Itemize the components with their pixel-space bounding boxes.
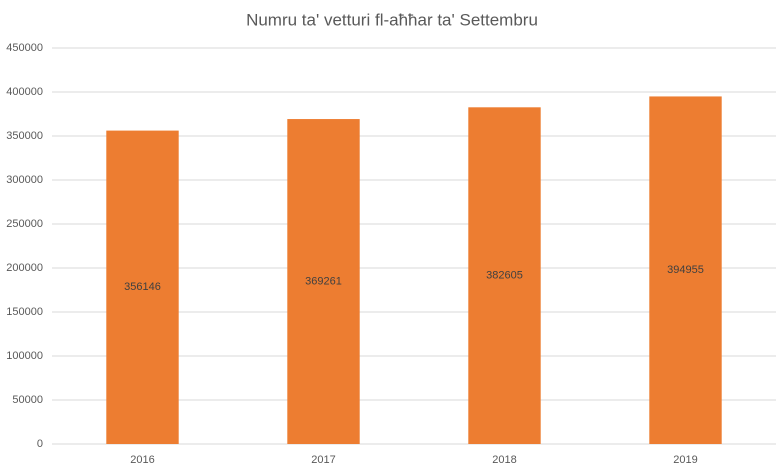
bar bbox=[287, 119, 360, 444]
x-tick-label: 2016 bbox=[130, 454, 154, 466]
y-tick-label: 200000 bbox=[6, 262, 43, 274]
data-label: 369261 bbox=[305, 275, 342, 287]
y-tick-label: 0 bbox=[37, 438, 43, 450]
bar bbox=[649, 96, 722, 444]
data-label: 382605 bbox=[486, 270, 523, 282]
y-tick-label: 300000 bbox=[6, 174, 43, 186]
chart-title: Numru ta' vetturi fl-aħħar ta' Settembru bbox=[246, 10, 538, 29]
bar bbox=[468, 107, 541, 444]
y-tick-label: 350000 bbox=[6, 130, 43, 142]
y-tick-label: 150000 bbox=[6, 306, 43, 318]
x-tick-label: 2018 bbox=[492, 454, 516, 466]
data-label: 394955 bbox=[667, 264, 704, 276]
y-tick-label: 400000 bbox=[6, 86, 43, 98]
y-tick-label: 100000 bbox=[6, 350, 43, 362]
y-tick-label: 450000 bbox=[6, 42, 43, 54]
bar bbox=[106, 130, 179, 444]
x-tick-label: 2019 bbox=[673, 454, 697, 466]
x-tick-label: 2017 bbox=[311, 454, 335, 466]
y-tick-label: 250000 bbox=[6, 218, 43, 230]
data-label: 356146 bbox=[124, 281, 161, 293]
y-tick-label: 50000 bbox=[12, 394, 43, 406]
